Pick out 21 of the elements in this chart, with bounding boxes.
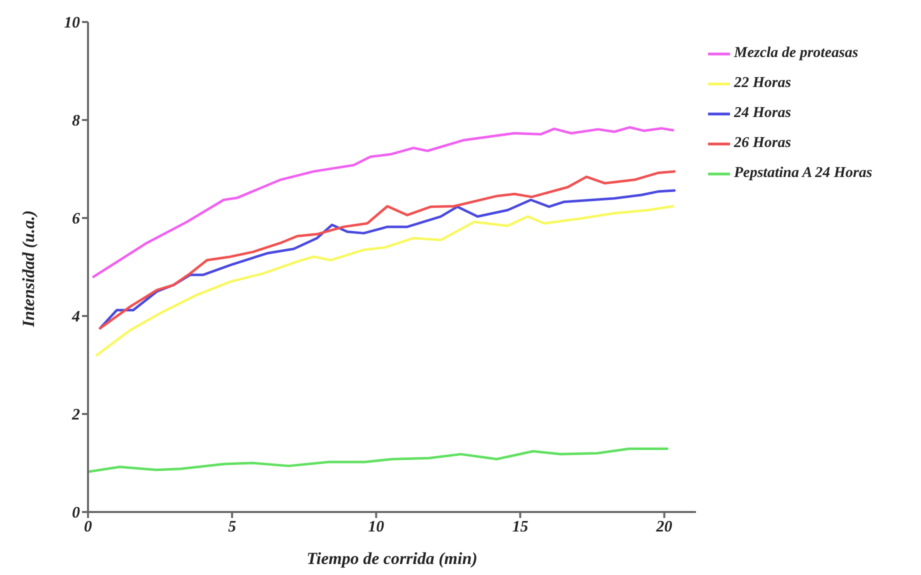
x-tick-label: 20	[655, 518, 672, 536]
x-tick-label: 15	[512, 518, 528, 536]
x-axis-title: Tiempo de corrida (min)	[306, 549, 478, 568]
x-tick-label: 5	[228, 518, 236, 536]
legend-label: Pepstatina A 24 Horas	[734, 165, 872, 181]
legend-label: 24 Horas	[734, 105, 792, 121]
y-tick-label: 8	[72, 112, 80, 130]
y-axis-title: Intensidad (u.a.)	[19, 210, 38, 328]
legend-label: 22 Horas	[734, 75, 792, 91]
x-tick-label: 0	[84, 518, 92, 536]
x-tick-label: 10	[368, 518, 384, 536]
y-tick-label: 10	[64, 14, 80, 32]
y-tick-label: 6	[72, 210, 80, 228]
y-tick-label: 2	[71, 406, 80, 424]
y-tick-label: 4	[71, 308, 80, 326]
line-series	[88, 448, 668, 474]
line-series	[92, 126, 674, 278]
legend-label: Mezcla de proteasas	[734, 45, 858, 61]
line-series	[95, 204, 674, 356]
y-tick-label: 0	[72, 504, 80, 522]
legend-label: 26 Horas	[734, 135, 792, 151]
